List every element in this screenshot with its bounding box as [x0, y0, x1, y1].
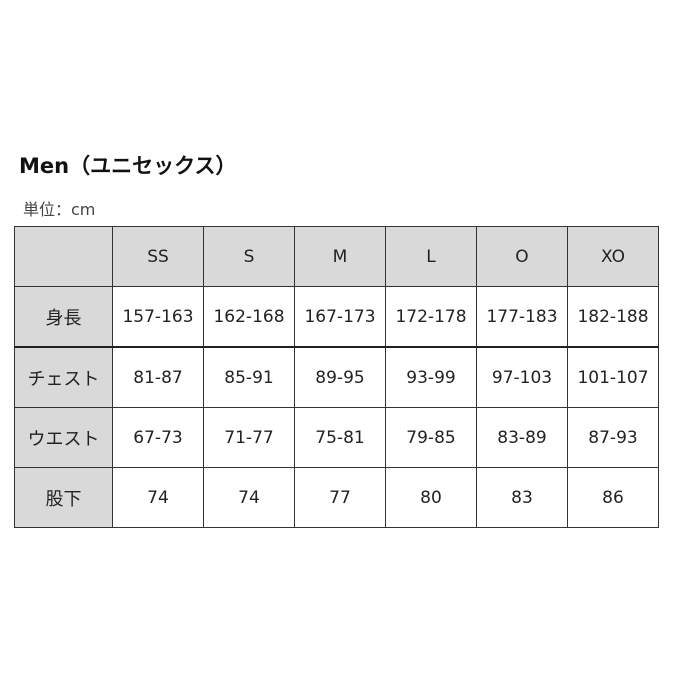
header-cell: O: [476, 226, 568, 287]
cell: 86: [567, 467, 659, 528]
header-cell: XO: [567, 226, 659, 287]
cell: 97-103: [476, 346, 568, 408]
cell: 75-81: [294, 407, 386, 468]
cell: 93-99: [385, 346, 477, 408]
unit-label: 単位：cm: [23, 200, 96, 219]
cell: 162-168: [203, 286, 295, 348]
cell: 167-173: [294, 286, 386, 348]
table-header-row: SS S M L O XO: [14, 226, 659, 287]
cell: 85-91: [203, 346, 295, 408]
cell: 79-85: [385, 407, 477, 468]
corner-cell: [14, 226, 113, 287]
cell: 177-183: [476, 286, 568, 348]
cell: 74: [112, 467, 204, 528]
cell: 83-89: [476, 407, 568, 468]
row-label: 股下: [14, 467, 113, 528]
cell: 87-93: [567, 407, 659, 468]
size-table: SS S M L O XO 身長 157-163 162-168 167-173…: [14, 226, 659, 528]
row-label: チェスト: [14, 346, 113, 408]
cell: 81-87: [112, 346, 204, 408]
cell: 172-178: [385, 286, 477, 348]
row-label: 身長: [14, 286, 113, 348]
header-cell: M: [294, 226, 386, 287]
cell: 80: [385, 467, 477, 528]
table-row: 身長 157-163 162-168 167-173 172-178 177-1…: [14, 286, 659, 348]
cell: 74: [203, 467, 295, 528]
table-row: 股下 74 74 77 80 83 86: [14, 467, 659, 528]
cell: 157-163: [112, 286, 204, 348]
table-row: ウエスト 67-73 71-77 75-81 79-85 83-89 87-93: [14, 407, 659, 468]
page-title: Men（ユニセックス）: [19, 154, 237, 178]
cell: 89-95: [294, 346, 386, 408]
header-cell: SS: [112, 226, 204, 287]
cell: 101-107: [567, 346, 659, 408]
cell: 67-73: [112, 407, 204, 468]
cell: 77: [294, 467, 386, 528]
cell: 182-188: [567, 286, 659, 348]
table-row: チェスト 81-87 85-91 89-95 93-99 97-103 101-…: [14, 346, 659, 408]
header-cell: L: [385, 226, 477, 287]
header-cell: S: [203, 226, 295, 287]
row-label: ウエスト: [14, 407, 113, 468]
cell: 71-77: [203, 407, 295, 468]
cell: 83: [476, 467, 568, 528]
